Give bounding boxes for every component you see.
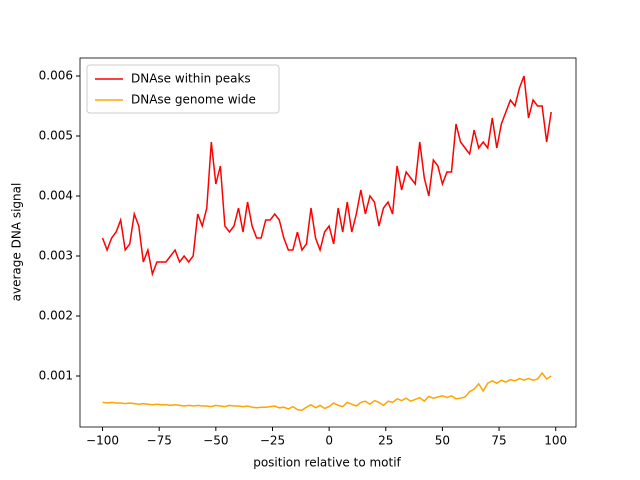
x-tick-label: 0: [325, 434, 333, 448]
y-axis-label: average DNA signal: [10, 183, 24, 302]
data-line: [101, 75, 552, 277]
x-tick-label: −75: [147, 434, 172, 448]
y-tick-label: 0.003: [39, 249, 73, 263]
x-tick-label: 25: [378, 434, 393, 448]
x-tick-label: −50: [203, 434, 228, 448]
y-tick-label: 0.006: [39, 69, 73, 83]
y-tick-label: 0.004: [39, 189, 73, 203]
y-tick-label: 0.001: [39, 369, 73, 383]
x-tick-label: 100: [544, 434, 567, 448]
legend-label: DNAse within peaks: [131, 72, 251, 86]
x-tick-label: −25: [260, 434, 285, 448]
legend-box: [86, 64, 280, 114]
x-tick-label: 50: [435, 434, 450, 448]
legend-label: DNAse genome wide: [131, 93, 256, 107]
y-tick-label: 0.005: [39, 129, 73, 143]
y-tick-label: 0.002: [39, 309, 73, 323]
data-line: [102, 371, 552, 411]
x-axis-label: position relative to motif: [253, 456, 401, 470]
plot-frame: [79, 57, 577, 428]
x-tick-label: −100: [86, 434, 119, 448]
x-tick-label: 75: [491, 434, 506, 448]
